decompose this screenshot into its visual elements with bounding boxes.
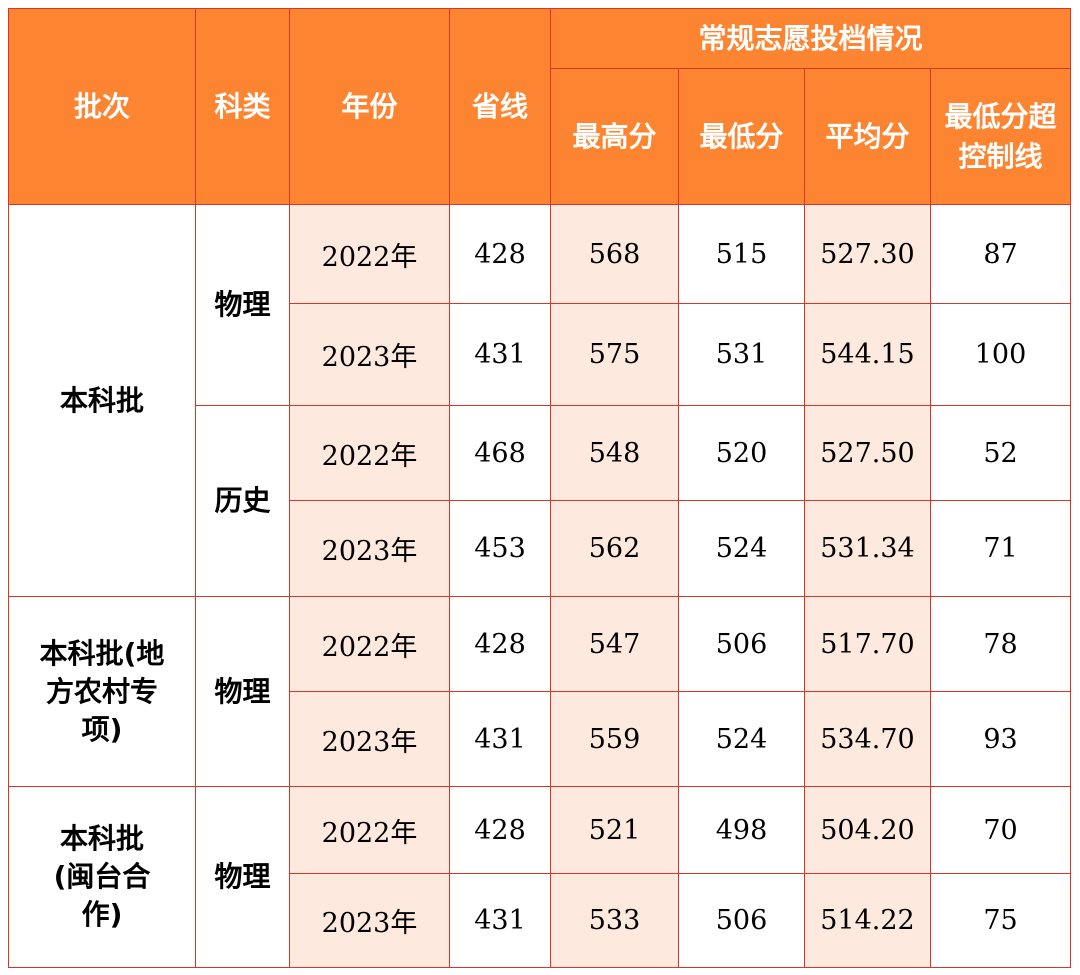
batch-cell-text: 本科批(地方农村专项) xyxy=(39,636,165,746)
header-max-score: 最高分 xyxy=(550,68,679,205)
category-cell: 物理 xyxy=(195,204,290,406)
header-category: 科类 xyxy=(195,8,290,205)
max-score-cell: 568 xyxy=(550,204,679,304)
category-cell: 物理 xyxy=(195,596,290,787)
table-row: 本科批 物理 2022年 428 568 515 527.30 87 xyxy=(8,204,1072,597)
max-score-cell: 533 xyxy=(550,873,679,968)
provincial-line-cell: 428 xyxy=(449,204,551,304)
min-score-cell: 506 xyxy=(678,596,805,692)
avg-score-cell: 514.22 xyxy=(804,873,931,968)
over-line-cell: 93 xyxy=(929,691,1072,787)
provincial-line-cell: 428 xyxy=(449,596,551,692)
avg-score-cell: 527.30 xyxy=(804,204,931,304)
admission-score-table: 批次 科类 年份 省线 常规志愿投档情况 最高分 最低分 平均分 最低分超控制线… xyxy=(8,8,1072,968)
over-line-cell: 52 xyxy=(929,405,1072,501)
avg-score-cell: 517.70 xyxy=(804,596,931,692)
table-row: 本科批(地方农村专项) 物理 2022年 428 547 506 517.70 … xyxy=(8,596,1072,787)
year-cell: 2023年 xyxy=(289,303,450,406)
avg-score-cell: 531.34 xyxy=(804,500,931,597)
over-line-cell: 70 xyxy=(929,786,1072,874)
year-cell: 2022年 xyxy=(289,405,450,501)
over-line-cell: 100 xyxy=(929,303,1072,406)
provincial-line-cell: 428 xyxy=(449,786,551,874)
min-score-cell: 520 xyxy=(678,405,805,501)
year-cell: 2022年 xyxy=(289,596,450,692)
batch-cell: 本科批 xyxy=(8,204,196,597)
over-line-cell: 78 xyxy=(929,596,1072,692)
over-line-cell: 87 xyxy=(929,204,1072,304)
table-row: 本科批(闽台合作) 物理 2022年 428 521 498 504.20 70 xyxy=(8,786,1072,968)
min-score-cell: 498 xyxy=(678,786,805,874)
header-provincial-line: 省线 xyxy=(449,8,551,205)
provincial-line-cell: 431 xyxy=(449,303,551,406)
table-row: 2023年 431 533 506 514.22 75 xyxy=(9,873,1072,968)
avg-score-cell: 544.15 xyxy=(804,303,931,406)
min-score-cell: 524 xyxy=(678,691,805,787)
year-cell: 2023年 xyxy=(289,873,450,968)
batch-cell-text: 本科批(闽台合作) xyxy=(53,822,151,931)
avg-score-cell: 527.50 xyxy=(804,405,931,501)
avg-score-cell: 534.70 xyxy=(804,691,931,787)
table-row: 2023年 431 575 531 544.15 100 xyxy=(9,303,1072,406)
provincial-line-cell: 468 xyxy=(449,405,551,501)
min-score-cell: 531 xyxy=(678,303,805,406)
header-over-control-line-text: 最低分超控制线 xyxy=(944,99,1057,173)
header-regular-admission-group: 常规志愿投档情况 xyxy=(549,8,1072,69)
provincial-line-cell: 431 xyxy=(449,691,551,787)
provincial-line-cell: 453 xyxy=(449,500,551,597)
provincial-line-cell: 431 xyxy=(449,873,551,968)
min-score-cell: 515 xyxy=(678,204,805,304)
header-year: 年份 xyxy=(289,8,450,205)
header-batch: 批次 xyxy=(8,8,196,205)
year-cell: 2023年 xyxy=(289,500,450,597)
batch-cell: 本科批(闽台合作) xyxy=(8,786,196,968)
min-score-cell: 524 xyxy=(678,500,805,597)
max-score-cell: 559 xyxy=(550,691,679,787)
table-row: 历史 2022年 468 548 520 527.50 52 xyxy=(9,405,1072,597)
batch-cell: 本科批(地方农村专项) xyxy=(8,596,196,787)
max-score-cell: 548 xyxy=(550,405,679,501)
min-score-cell: 506 xyxy=(678,873,805,968)
max-score-cell: 575 xyxy=(550,303,679,406)
year-cell: 2022年 xyxy=(289,786,450,874)
avg-score-cell: 504.20 xyxy=(804,786,931,874)
over-line-cell: 71 xyxy=(929,500,1072,597)
year-cell: 2023年 xyxy=(289,691,450,787)
max-score-cell: 521 xyxy=(550,786,679,874)
header-min-score: 最低分 xyxy=(678,68,805,205)
max-score-cell: 547 xyxy=(550,596,679,692)
max-score-cell: 562 xyxy=(550,500,679,597)
category-cell: 物理 xyxy=(195,786,290,968)
year-cell: 2022年 xyxy=(289,204,450,304)
category-cell: 历史 xyxy=(195,405,290,597)
header-avg-score: 平均分 xyxy=(804,68,931,205)
table-row: 2023年 431 559 524 534.70 93 xyxy=(9,691,1072,787)
header-over-control-line: 最低分超控制线 xyxy=(929,68,1072,205)
over-line-cell: 75 xyxy=(929,873,1072,968)
